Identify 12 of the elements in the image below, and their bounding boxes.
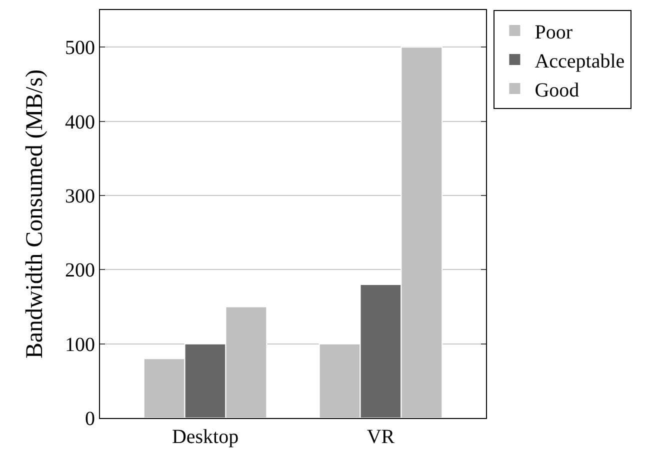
x-tick-label: VR bbox=[366, 426, 396, 448]
y-tick-label: 500 bbox=[65, 37, 95, 60]
legend-label: Poor bbox=[534, 21, 573, 44]
y-tick-label: 200 bbox=[65, 260, 95, 282]
y-tick-label: 0 bbox=[85, 408, 95, 430]
y-axis-title: Bandwidth Consumed (MB/s) bbox=[22, 69, 48, 359]
legend-label: Acceptable bbox=[534, 50, 625, 72]
legend-label: Good bbox=[534, 79, 580, 102]
y-tick-label: 100 bbox=[65, 334, 95, 356]
y-tick-label: 400 bbox=[65, 111, 95, 134]
x-tick-label: Desktop bbox=[172, 426, 239, 448]
y-tick-label: 300 bbox=[65, 185, 95, 208]
